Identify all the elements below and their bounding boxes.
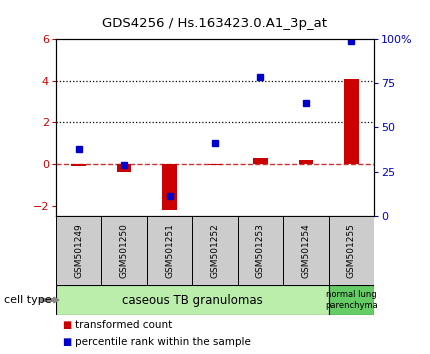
Bar <box>147 216 192 285</box>
Text: GSM501250: GSM501250 <box>120 223 129 278</box>
Text: GSM501255: GSM501255 <box>347 223 356 278</box>
Bar <box>208 164 222 165</box>
Text: transformed count: transformed count <box>75 320 172 330</box>
Text: normal lung
parenchyma: normal lung parenchyma <box>325 290 378 310</box>
Bar <box>192 216 238 285</box>
Text: GDS4256 / Hs.163423.0.A1_3p_at: GDS4256 / Hs.163423.0.A1_3p_at <box>102 17 328 30</box>
Bar <box>344 79 359 164</box>
Bar <box>101 216 147 285</box>
Bar <box>162 164 177 210</box>
Text: GSM501253: GSM501253 <box>256 223 265 278</box>
Bar <box>253 158 268 164</box>
Text: ■: ■ <box>62 337 72 347</box>
Text: ■: ■ <box>62 320 72 330</box>
Text: GSM501254: GSM501254 <box>301 223 310 278</box>
Text: GSM501249: GSM501249 <box>74 223 83 278</box>
Bar <box>56 216 101 285</box>
Text: GSM501252: GSM501252 <box>211 223 219 278</box>
Bar <box>299 160 313 164</box>
Bar <box>329 216 374 285</box>
Bar <box>329 285 374 315</box>
Bar <box>71 164 86 166</box>
Bar <box>56 285 329 315</box>
Text: cell type: cell type <box>4 295 52 305</box>
Text: percentile rank within the sample: percentile rank within the sample <box>75 337 251 347</box>
Bar <box>117 164 131 172</box>
Bar <box>283 216 329 285</box>
Bar <box>238 216 283 285</box>
Text: caseous TB granulomas: caseous TB granulomas <box>122 293 263 307</box>
Text: GSM501251: GSM501251 <box>165 223 174 278</box>
